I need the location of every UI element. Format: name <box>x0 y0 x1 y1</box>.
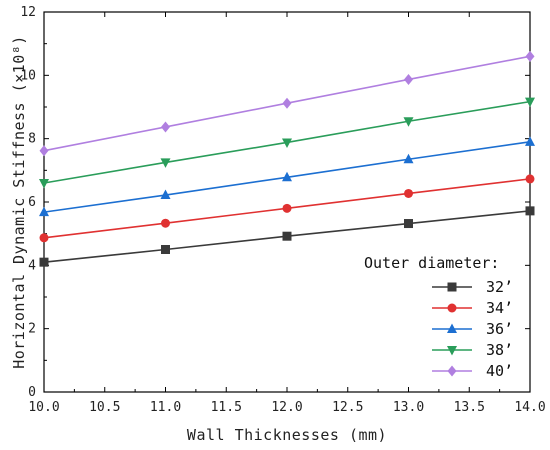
data-point <box>447 323 457 333</box>
data-point <box>525 50 535 62</box>
data-point <box>404 188 413 198</box>
y-axis-label: Horizontal Dynamic Stiffness (×10⁸) <box>10 35 28 369</box>
data-point <box>282 171 292 182</box>
legend-label: 38’ <box>486 341 513 359</box>
data-point <box>403 117 414 127</box>
data-point <box>161 245 170 254</box>
legend-item: 40’ <box>432 362 513 380</box>
data-point <box>39 179 49 189</box>
data-point <box>39 145 49 157</box>
legend-item: 34’ <box>432 299 513 317</box>
legend: Outer diameter: 32’ 34’ 36’ 38’ 40’ <box>364 254 513 380</box>
data-point <box>282 231 292 241</box>
x-tick-label: 13.5 <box>454 400 485 415</box>
axes: 10.0 10.5 11.0 11.5 12.0 12.5 13.0 13.5 14.0 0 2 4 6… <box>20 5 545 415</box>
data-point <box>404 219 413 229</box>
x-tick-label: 12.5 <box>332 400 363 415</box>
data-point <box>282 138 292 148</box>
y-tick-label: 12 <box>20 5 36 20</box>
y-tick-label: 0 <box>28 385 36 400</box>
data-point <box>404 73 413 85</box>
legend-label: 34’ <box>486 299 513 317</box>
data-point <box>39 233 49 243</box>
x-tick-label: 12.0 <box>271 400 302 415</box>
x-tick-label: 10.5 <box>89 400 120 415</box>
x-axis-label: Wall Thicknesses (mm) <box>187 426 387 444</box>
legend-title: Outer diameter: <box>364 254 499 272</box>
legend-label: 40’ <box>486 362 513 380</box>
data-point <box>282 97 292 109</box>
x-tick-label: 11.0 <box>150 400 181 415</box>
data-point <box>160 189 171 200</box>
data-point <box>282 203 292 213</box>
data-point <box>403 153 414 164</box>
y-tick-label: 8 <box>28 132 36 147</box>
data-point <box>161 121 170 133</box>
data-point <box>447 346 457 356</box>
data-point <box>525 136 535 146</box>
legend-item: 32’ <box>432 278 513 296</box>
y-tick-label: 2 <box>28 322 36 337</box>
x-tick-label: 11.5 <box>211 400 242 415</box>
series-1 <box>39 174 535 243</box>
data-point <box>525 174 535 184</box>
series-group <box>39 50 535 267</box>
data-point <box>39 257 49 267</box>
data-point <box>161 218 170 228</box>
x-tick-label: 10.0 <box>28 400 59 415</box>
series-2 <box>39 136 535 217</box>
data-point <box>525 97 535 108</box>
x-tick-label: 13.0 <box>393 400 424 415</box>
series-0 <box>39 206 535 267</box>
series-3 <box>39 97 535 189</box>
data-point <box>447 365 457 377</box>
legend-item: 36’ <box>432 320 513 338</box>
legend-label: 36’ <box>486 320 513 338</box>
data-point <box>160 158 171 168</box>
data-point <box>525 206 535 216</box>
legend-item: 38’ <box>432 341 513 359</box>
series-4 <box>39 50 535 157</box>
data-point <box>447 303 457 313</box>
y-tick-label: 10 <box>20 68 36 83</box>
data-point <box>447 282 457 292</box>
data-point <box>39 206 49 217</box>
legend-label: 32’ <box>486 278 513 296</box>
x-tick-label: 14.0 <box>514 400 545 415</box>
y-tick-label: 6 <box>28 195 36 210</box>
y-tick-label: 4 <box>28 258 36 273</box>
